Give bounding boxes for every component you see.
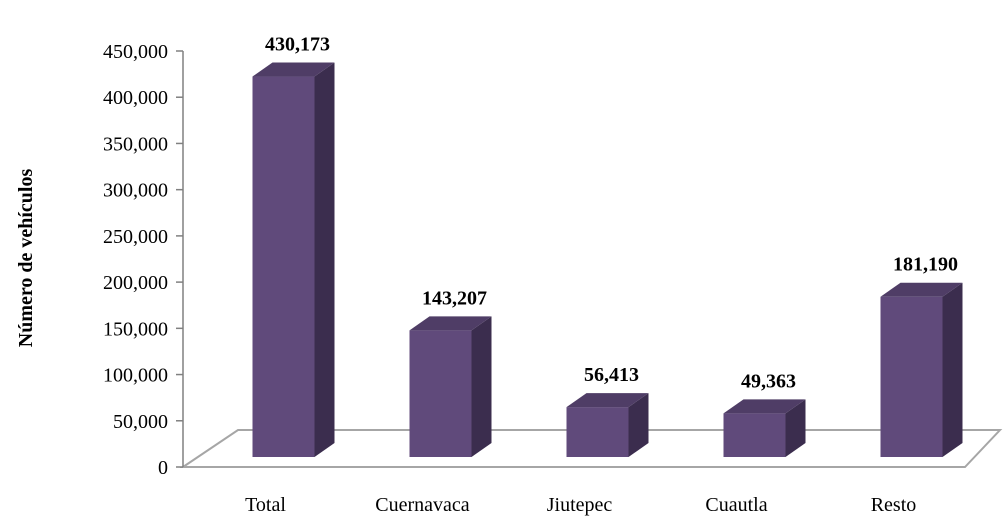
category-label: Cuernavaca — [375, 494, 470, 516]
data-label: 430,173 — [265, 34, 330, 56]
y-tick-label: 0 — [158, 457, 168, 479]
bar-side — [314, 62, 335, 457]
category-label: Resto — [871, 494, 917, 516]
bar-top — [252, 62, 335, 77]
y-tick-label: 400,000 — [103, 87, 168, 109]
bar-front — [409, 330, 472, 457]
y-tick-label: 300,000 — [103, 180, 168, 202]
y-tick-label: 450,000 — [103, 41, 168, 63]
bar-top — [566, 393, 649, 408]
bar — [252, 62, 335, 457]
data-label: 56,413 — [584, 364, 639, 386]
y-axis — [176, 50, 184, 468]
y-axis-label: Número de vehículos — [15, 169, 37, 348]
floor-outline — [179, 429, 1003, 468]
bar-top — [723, 399, 806, 414]
bar — [566, 393, 649, 457]
y-tick-label: 250,000 — [103, 226, 168, 248]
bar-side — [942, 282, 963, 457]
bar — [723, 399, 806, 457]
bar-side — [785, 399, 806, 457]
bar-front — [880, 296, 943, 457]
bar-side — [628, 393, 649, 457]
bar — [880, 282, 963, 457]
y-tick-label: 100,000 — [103, 365, 168, 387]
data-label: 143,207 — [422, 287, 487, 309]
bar-front — [723, 413, 786, 457]
bar — [409, 316, 492, 457]
category-labels: Total Cuernavaca Jiutepec Cuautla Resto — [245, 494, 916, 516]
y-tick-label: 350,000 — [103, 133, 168, 155]
category-label: Cuautla — [705, 494, 767, 516]
bar-front — [566, 407, 629, 457]
bar-front — [252, 76, 315, 457]
bar-side — [471, 316, 492, 457]
data-label: 181,190 — [893, 254, 958, 276]
y-tick-labels: 0 50,000 100,000 150,000 200,000 250,000 300,0… — [103, 41, 168, 479]
data-label: 49,363 — [741, 370, 796, 392]
bar-top — [880, 282, 963, 297]
y-tick-label: 150,000 — [103, 318, 168, 340]
bars — [252, 62, 963, 457]
y-tick-label: 50,000 — [113, 411, 168, 433]
data-labels: 430,173 143,207 56,413 49,363 181,190 — [265, 34, 958, 393]
y-tick-label: 200,000 — [103, 272, 168, 294]
chart-floor — [179, 429, 1003, 468]
category-label: Total — [245, 494, 286, 516]
category-label: Jiutepec — [547, 494, 613, 516]
bar-top — [409, 316, 492, 331]
